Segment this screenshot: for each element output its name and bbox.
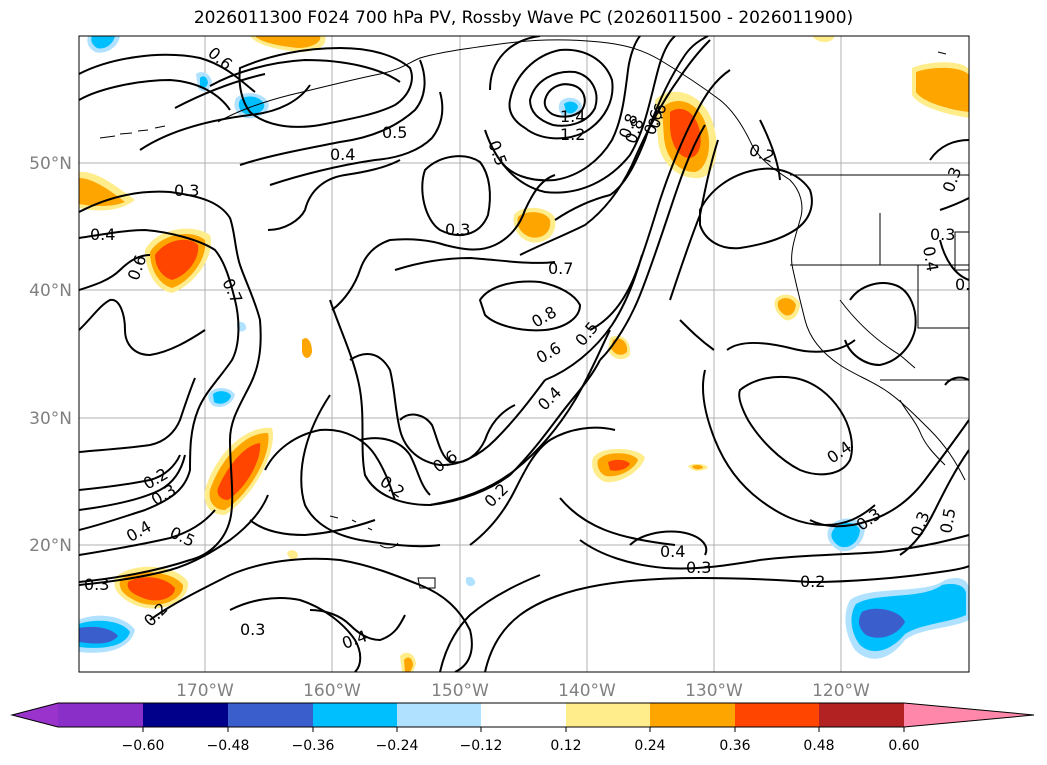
contour-label: 1.4 — [560, 107, 585, 126]
contour-label: 0.4 — [330, 145, 355, 164]
contour-label: 0.4 — [90, 225, 115, 244]
coastlines — [99, 39, 969, 589]
colorbar-segment — [650, 703, 735, 727]
colorbar-segment — [819, 703, 904, 727]
contour-label: 0.7 — [548, 259, 573, 278]
colorbar-tick-label: 0.60 — [888, 738, 919, 754]
colorbar-segment — [313, 703, 397, 727]
contour-label: 0.3 — [84, 575, 109, 594]
map-frame — [78, 35, 970, 673]
contour-label: 0.5 — [382, 123, 407, 142]
contour-label: 0.3 — [445, 220, 470, 239]
map-title: 2026011300 F024 700 hPa PV, Rossby Wave … — [193, 8, 854, 28]
colorbar-segment — [397, 703, 481, 727]
lat-label: 40°N — [29, 281, 72, 301]
negative-anomalies — [79, 36, 969, 659]
colorbar-extend-high — [904, 703, 1034, 727]
contour-label: 0.3 — [930, 225, 955, 244]
colorbar-ticks — [142, 727, 905, 732]
colorbar-tick-label: −0.24 — [376, 738, 419, 754]
colorbar-tick-label: −0.36 — [292, 738, 335, 754]
contour-label: 0.5 — [936, 506, 959, 534]
lon-label: 130°W — [685, 681, 743, 701]
lon-label: 170°W — [176, 681, 234, 701]
contour-label: 0.2 — [800, 572, 825, 591]
colorbar-segment — [58, 703, 143, 727]
colorbar-segment — [566, 703, 650, 727]
colorbar-tick-label: 0.12 — [550, 738, 581, 754]
colorbar-tick-label: 0.48 — [803, 738, 834, 754]
lon-label: 140°W — [558, 681, 616, 701]
contour-label: 0.2 — [955, 275, 980, 294]
pv-contours — [79, 36, 969, 672]
lat-label: 50°N — [29, 154, 72, 174]
colorbar-tick-label: −0.12 — [460, 738, 503, 754]
colorbar-extend-low — [12, 703, 58, 727]
contour-label: 0.3 — [240, 620, 265, 639]
lon-label: 160°W — [303, 681, 361, 701]
lon-label: 120°W — [812, 681, 870, 701]
contour-label: 0.3 — [174, 181, 199, 200]
colorbar-tick-label: 0.24 — [634, 738, 665, 754]
contour-label: 0.4 — [919, 245, 942, 273]
colorbar-segment — [143, 703, 228, 727]
lat-labels: 50°N 40°N 30°N 20°N — [29, 154, 72, 556]
contour-label: 1.2 — [560, 125, 585, 144]
contour-label: 0.3 — [686, 558, 711, 577]
colorbar-outline — [10, 702, 1035, 728]
colorbar: −0.60 −0.48 −0.36 −0.24 −0.12 0.12 0.24 … — [10, 702, 1035, 754]
colorbar-segment — [481, 703, 566, 727]
lon-label: 150°W — [431, 681, 489, 701]
colorbar-tick-label: 0.36 — [719, 738, 750, 754]
colorbar-tick-label: −0.60 — [122, 738, 165, 754]
map-area — [79, 36, 969, 672]
colorbar-segment — [228, 703, 313, 727]
lat-label: 20°N — [29, 536, 72, 556]
lon-labels: 170°W 160°W 150°W 140°W 130°W 120°W — [176, 681, 870, 701]
colorbar-segment — [735, 703, 819, 727]
colorbar-tick-label: −0.48 — [207, 738, 250, 754]
lat-label: 30°N — [29, 409, 72, 429]
contour-label: 0.4 — [660, 542, 685, 561]
